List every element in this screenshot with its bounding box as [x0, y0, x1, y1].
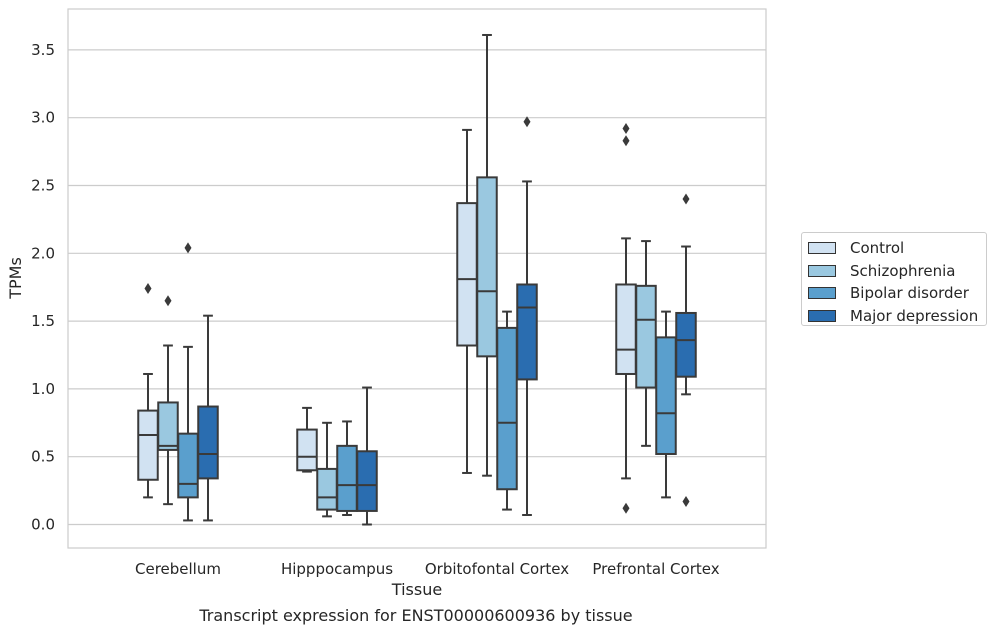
box: [316, 421, 338, 518]
plot-frame: [67, 8, 767, 549]
legend-label: Major depression: [850, 306, 979, 325]
series-schizophrenia: [157, 33, 657, 518]
legend-swatch: [808, 264, 836, 277]
y-axis-label: TPMs: [6, 257, 25, 300]
outlier-point: [622, 135, 630, 147]
box-iqr: [516, 283, 538, 381]
box: [296, 406, 318, 473]
box: [137, 283, 159, 499]
x-tick-label: Orbitofontal Cortex: [425, 560, 569, 578]
outlier-point: [144, 283, 152, 295]
box: [336, 420, 358, 517]
box: [177, 242, 199, 522]
outlier-point: [184, 242, 192, 254]
series-control: [137, 123, 637, 514]
x-tick-label: Cerebellum: [135, 560, 221, 578]
legend-item: Bipolar disorder: [802, 282, 986, 305]
box-iqr: [197, 405, 219, 480]
legend-item: Major depression: [802, 305, 986, 328]
x-tick-label: Prefrontal Cortex: [592, 560, 719, 578]
legend-swatch: [808, 242, 836, 255]
box: [675, 193, 697, 507]
legend-label: Schizophrenia: [850, 261, 956, 280]
outlier-point: [682, 193, 690, 205]
box: [197, 314, 219, 522]
box-iqr: [356, 450, 378, 512]
box-iqr: [675, 311, 697, 378]
series-bipolar-disorder: [177, 242, 677, 522]
y-tick-label: 1.0: [31, 380, 55, 398]
box-iqr: [456, 202, 478, 347]
y-tick-label: 2.0: [31, 244, 55, 262]
box-iqr: [296, 428, 318, 472]
box-iqr: [496, 326, 518, 491]
box-iqr: [157, 401, 179, 451]
box-iqr: [635, 284, 657, 389]
y-tick-label: 1.5: [31, 312, 55, 330]
y-tick-label: 3.5: [31, 41, 55, 59]
legend-swatch: [808, 287, 836, 300]
legend-item: Control: [802, 237, 986, 260]
outlier-point: [622, 502, 630, 514]
y-tick-label: 2.5: [31, 177, 55, 195]
x-axis-ticks: Cerebellum Hipppocampus Orbitofontal Corte…: [135, 560, 720, 578]
box: [516, 116, 538, 517]
box-iqr: [655, 336, 677, 455]
outlier-point: [523, 116, 531, 128]
box: [655, 310, 677, 499]
box-iqr: [316, 467, 338, 511]
y-tick-label: 3.0: [31, 109, 55, 127]
series-major-depression: [197, 116, 697, 526]
box: [356, 386, 378, 526]
legend-swatch: [808, 309, 836, 322]
box-groups: [137, 33, 697, 526]
box: [635, 240, 657, 447]
y-tick-label: 0.0: [31, 516, 55, 534]
legend-item: Schizophrenia: [802, 260, 986, 283]
y-tick-label: 0.5: [31, 448, 55, 466]
x-tick-label: Hipppocampus: [281, 560, 393, 578]
box-iqr: [615, 283, 637, 375]
legend-label: Bipolar disorder: [850, 284, 969, 303]
legend-label: Control: [850, 239, 905, 258]
outlier-point: [622, 123, 630, 135]
figure-caption: Transcript expression for ENST0000060093…: [199, 606, 633, 625]
box-iqr: [336, 444, 358, 512]
x-axis-label: Tissue: [391, 580, 442, 599]
box-iqr: [177, 432, 199, 499]
box: [615, 123, 637, 514]
legend: Control Schizophrenia Bipolar disorder M…: [801, 232, 987, 326]
outlier-point: [164, 295, 172, 307]
box: [476, 33, 498, 477]
box-iqr: [476, 176, 498, 358]
box-iqr: [137, 409, 159, 481]
outlier-point: [682, 495, 690, 507]
box: [456, 128, 478, 474]
box: [496, 310, 518, 511]
box: [157, 295, 179, 506]
y-axis-ticks: 0.0 0.5 1.0 1.5 2.0 2.5 3.0 3.5: [31, 41, 55, 534]
